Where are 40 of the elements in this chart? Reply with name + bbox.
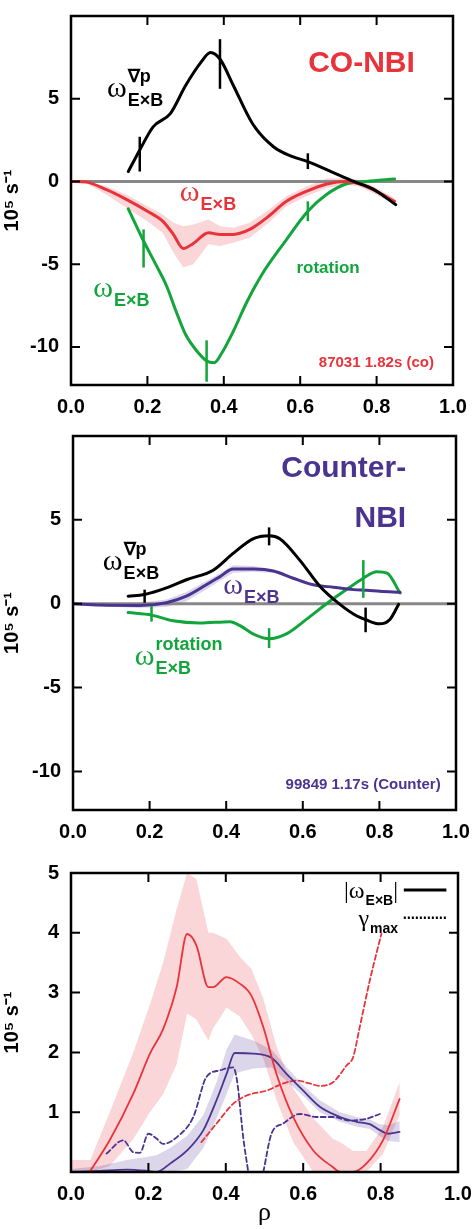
x-axis-title: ρ — [258, 1197, 271, 1227]
y-axis-title: 10⁵ s⁻¹ — [0, 991, 22, 1054]
text: Counter- NBI — [281, 449, 407, 533]
y-tick-label: 5 — [47, 86, 59, 109]
annotation: 87031 1.82s (co) — [318, 353, 434, 370]
annotation: 99849 1.17s (Counter) — [285, 775, 441, 793]
y-tick-label: 1 — [47, 1099, 59, 1122]
y-tick-label: -10 — [30, 334, 59, 357]
y-tick-label: 0 — [49, 591, 61, 614]
x-tick-label: 0.0 — [57, 394, 85, 417]
x-tick-label: 0.8 — [362, 394, 391, 417]
y-tick-label: 4 — [47, 920, 60, 943]
y-tick-label: -10 — [32, 758, 61, 781]
x-tick-label: 0.8 — [366, 1181, 395, 1204]
y-tick-label: -5 — [41, 251, 59, 274]
x-tick-label: 0.2 — [133, 394, 162, 417]
x-tick-label: 0.6 — [289, 1181, 318, 1204]
x-tick-label: 0.4 — [211, 1181, 241, 1204]
y-tick-label: -5 — [43, 675, 61, 698]
y-tick-label: 0 — [47, 168, 59, 191]
x-tick-label: 0.6 — [288, 819, 317, 842]
x-tick-label: 0.6 — [286, 394, 315, 417]
x-tick-label: 0.4 — [209, 394, 239, 417]
y-tick-label: 5 — [49, 507, 61, 530]
x-tick-label: 1.0 — [442, 819, 470, 842]
y-tick-label: 2 — [47, 1039, 59, 1062]
x-tick-label: 0.0 — [57, 1181, 85, 1204]
y-tick-label: 3 — [47, 980, 59, 1003]
x-tick-label: 0.0 — [59, 819, 87, 842]
x-tick-label: 1.0 — [439, 394, 467, 417]
x-tick-label: 0.8 — [365, 819, 394, 842]
x-tick-label: 1.0 — [444, 1181, 472, 1204]
text: CO-NBI — [308, 45, 415, 79]
x-tick-label: 0.2 — [135, 819, 164, 842]
annotation: rotation — [296, 258, 360, 278]
x-tick-label: 0.2 — [134, 1181, 163, 1204]
y-axis-title: 10⁵ s⁻¹ — [0, 591, 22, 654]
y-tick-label: 5 — [47, 860, 59, 883]
x-tick-label: 0.4 — [212, 819, 241, 842]
y-axis-title: 10⁵ s⁻¹ — [0, 169, 22, 232]
